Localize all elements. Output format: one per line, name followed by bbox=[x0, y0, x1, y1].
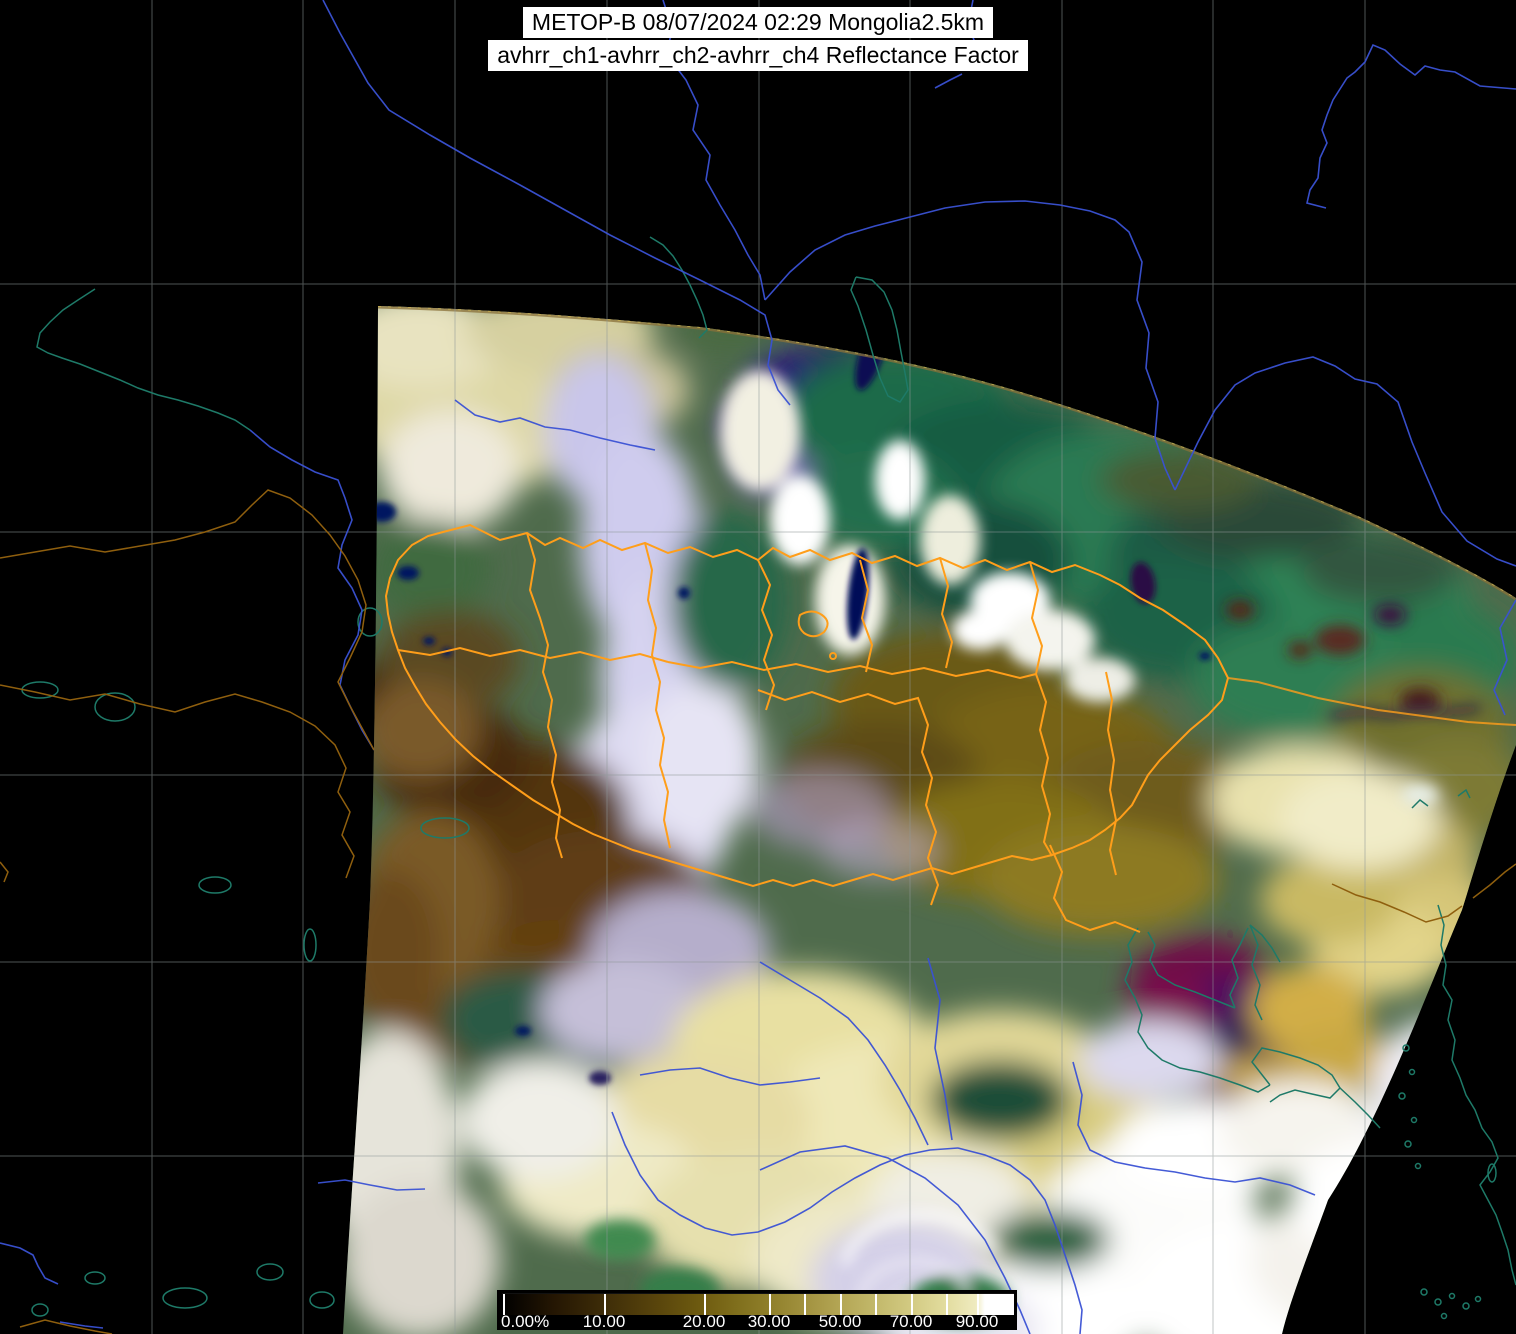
coastlines-layer bbox=[21, 236, 1516, 1320]
colorbar-tick bbox=[804, 1294, 806, 1315]
colorbar-label: 20.00 bbox=[682, 1312, 726, 1331]
colorbar-label: 90.00 bbox=[955, 1312, 999, 1331]
colorbar-tick bbox=[503, 1294, 505, 1315]
colorbar-labels: 0.00% 10.00 20.00 30.00 50.00 70.00 90.0… bbox=[497, 1313, 1017, 1330]
reflectance-colorbar: 0.00% 10.00 20.00 30.00 50.00 70.00 90.0… bbox=[497, 1290, 1017, 1330]
colorbar-label: 0.00% bbox=[501, 1312, 550, 1331]
borders-primary-layer bbox=[384, 523, 1516, 933]
colorbar-label: 70.00 bbox=[889, 1312, 933, 1331]
colorbar-tick bbox=[977, 1294, 979, 1315]
colorbar-tick bbox=[946, 1294, 948, 1315]
colorbar-tick bbox=[911, 1294, 913, 1315]
colorbar-label: 30.00 bbox=[747, 1312, 791, 1331]
colorbar-label: 50.00 bbox=[818, 1312, 862, 1331]
colorbar-tick bbox=[604, 1294, 606, 1315]
borders-secondary-layer bbox=[0, 489, 1516, 1334]
colorbar-tick bbox=[704, 1294, 706, 1315]
colorbar-gradient bbox=[502, 1293, 1014, 1315]
colorbar-tick bbox=[769, 1294, 771, 1315]
colorbar-tick bbox=[840, 1294, 842, 1315]
colorbar-tick bbox=[875, 1294, 877, 1315]
colorbar-label: 10.00 bbox=[582, 1312, 626, 1331]
